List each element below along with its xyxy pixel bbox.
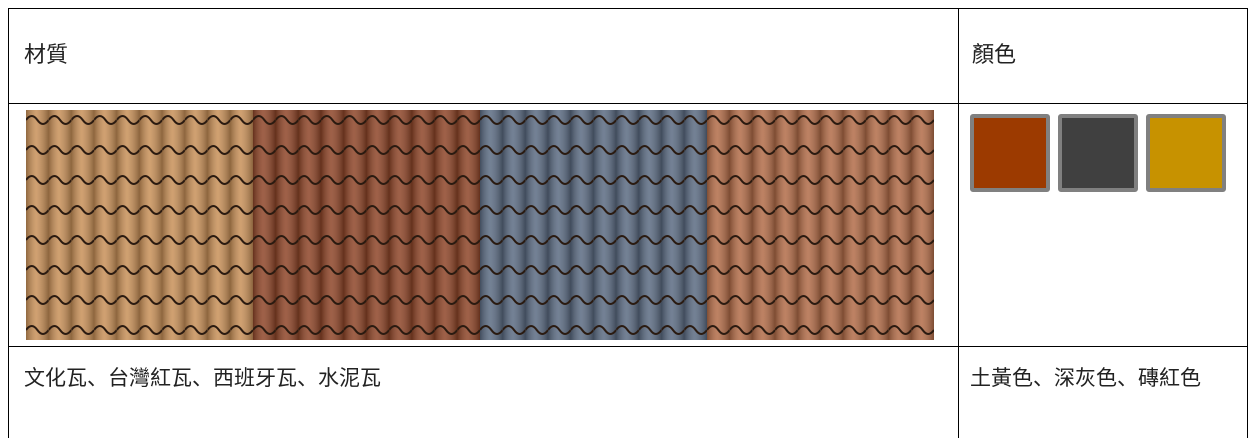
border — [8, 8, 1248, 9]
cell: 文化瓦、台灣紅瓦、西班牙瓦、水泥瓦 — [24, 366, 381, 390]
border — [1247, 8, 1248, 438]
color-swatch — [970, 114, 1050, 192]
border — [8, 346, 1248, 347]
color-swatch — [1146, 114, 1226, 192]
border — [8, 103, 1248, 104]
header-cell: 材質 — [24, 43, 69, 68]
header-cell: 顏色 — [972, 43, 1017, 68]
color-swatch — [1058, 114, 1138, 192]
roof-tile-image — [26, 110, 934, 340]
border — [958, 8, 959, 438]
border — [8, 8, 9, 438]
cell: 土黃色、深灰色、磚紅色 — [970, 366, 1201, 390]
